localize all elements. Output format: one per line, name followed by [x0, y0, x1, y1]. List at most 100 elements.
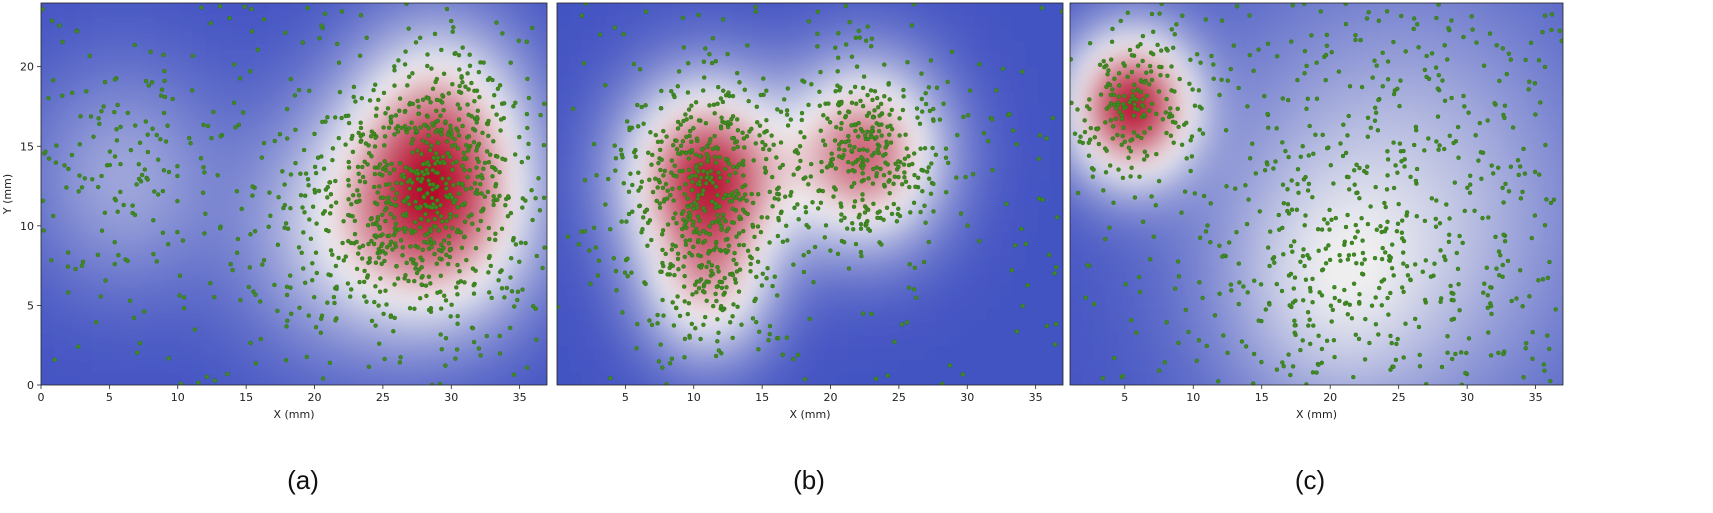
data-point	[391, 167, 397, 172]
data-point	[489, 164, 495, 170]
data-point	[381, 311, 386, 317]
heatmap-cell	[268, 334, 283, 348]
heatmap-cell	[268, 346, 283, 361]
data-point	[383, 208, 388, 213]
heatmap-cell	[509, 270, 523, 285]
heatmap-cell	[382, 359, 397, 374]
data-point	[505, 213, 511, 219]
data-point	[407, 126, 412, 131]
heatmap-cell	[281, 270, 296, 285]
data-point	[443, 363, 448, 368]
data-point	[351, 192, 356, 198]
heatmap-cell	[167, 321, 182, 335]
heatmap-cell	[433, 15, 447, 30]
data-point	[435, 210, 440, 215]
heatmap-cell	[483, 346, 498, 361]
heatmap-cell	[306, 321, 321, 335]
heatmap-cell	[104, 92, 118, 106]
data-point	[457, 269, 462, 274]
data-point	[392, 315, 397, 321]
heatmap-cell	[142, 283, 156, 297]
heatmap-cell	[306, 15, 321, 30]
heatmap-cell	[129, 66, 144, 81]
heatmap-cell	[369, 53, 384, 68]
heatmap-cell	[154, 334, 169, 348]
heatmap-cell	[218, 117, 232, 132]
heatmap-cell	[154, 346, 169, 361]
heatmap-cell	[344, 346, 359, 361]
heatmap-cell	[496, 41, 511, 55]
heatmap-cell	[331, 104, 346, 119]
heatmap-cell	[294, 130, 308, 144]
data-point	[432, 216, 437, 222]
heatmap-cell	[53, 295, 68, 310]
heatmap-cell	[294, 346, 308, 361]
heatmap-cell	[256, 53, 270, 68]
heatmap-cell	[344, 359, 359, 374]
data-point	[525, 125, 530, 131]
data-point	[412, 228, 418, 234]
heatmap-cell	[180, 257, 194, 272]
heatmap-cell	[483, 3, 498, 17]
heatmap-cell	[433, 295, 447, 310]
data-point	[400, 253, 405, 258]
heatmap-cell	[91, 3, 106, 17]
heatmap-cell	[483, 283, 498, 297]
heatmap-cell	[471, 270, 485, 285]
heatmap-cell	[154, 15, 169, 30]
heatmap-cell	[509, 219, 523, 234]
heatmap-cell	[91, 244, 106, 259]
heatmap-cell	[167, 79, 182, 94]
heatmap-cell	[104, 257, 118, 272]
heatmap-cell	[79, 372, 93, 385]
heatmap-cell	[79, 41, 93, 55]
heatmap-cell	[420, 346, 435, 361]
heatmap-cell	[230, 308, 245, 323]
heatmap-cell	[534, 206, 547, 221]
heatmap-cell	[116, 372, 131, 385]
heatmap-cell	[104, 53, 118, 68]
heatmap-cell	[420, 321, 435, 335]
heatmap-cell	[104, 3, 118, 17]
data-point	[487, 236, 492, 242]
heatmap-cell	[154, 41, 169, 55]
data-point	[540, 265, 545, 271]
heatmap-cell	[53, 66, 68, 81]
heatmap-cell	[382, 283, 397, 297]
heatmap-cell	[306, 283, 321, 297]
heatmap-cell	[445, 295, 460, 310]
heatmap-cell	[256, 143, 270, 157]
heatmap-cell	[243, 79, 258, 94]
heatmap-cell	[53, 53, 68, 68]
heatmap-cell	[116, 194, 131, 208]
heatmap-cell	[433, 28, 447, 43]
heatmap-cell	[205, 206, 220, 221]
heatmap-cell	[218, 92, 232, 106]
heatmap-cell	[496, 372, 511, 385]
heatmap-cell	[331, 143, 346, 157]
data-point	[446, 176, 452, 181]
heatmap-cell	[407, 321, 422, 335]
heatmap-cell	[116, 270, 131, 285]
data-point	[508, 325, 513, 331]
data-point	[438, 273, 443, 278]
heatmap-cell	[53, 3, 68, 17]
heatmap-cell	[534, 3, 547, 17]
heatmap-cell	[41, 28, 55, 43]
heatmap-cell	[41, 79, 55, 94]
heatmap-cell	[192, 219, 207, 234]
heatmap-cell	[534, 79, 547, 94]
heatmap-cell	[116, 283, 131, 297]
heatmap-cell	[91, 15, 106, 30]
heatmap-cell	[167, 270, 182, 285]
heatmap-cell	[445, 257, 460, 272]
heatmap-cell	[180, 117, 194, 132]
heatmap-cell	[471, 232, 485, 246]
heatmap-cell	[369, 15, 384, 30]
data-point	[448, 215, 453, 220]
heatmap-cell	[471, 295, 485, 310]
heatmap-cell	[79, 194, 93, 208]
data-point	[432, 240, 437, 245]
heatmap-cell	[79, 117, 93, 132]
heatmap-cell	[53, 270, 68, 285]
